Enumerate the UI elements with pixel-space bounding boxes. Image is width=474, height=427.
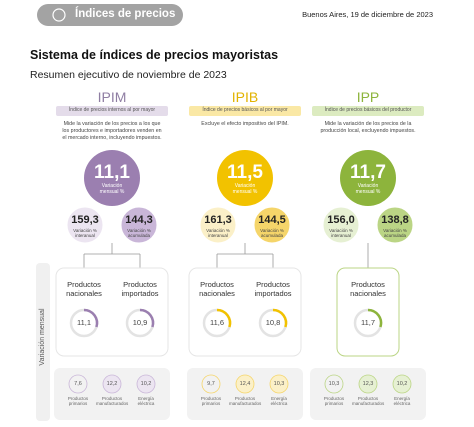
section-pill — [37, 4, 183, 26]
index-name: IPIM — [97, 89, 127, 105]
index-name: IPP — [356, 89, 380, 105]
breakdown-value: 12,4 — [239, 380, 251, 387]
index-description: Excluye el efecto impositivo del IPIM. — [201, 121, 289, 127]
small-value: 156,0 — [327, 214, 355, 226]
small-circle — [200, 207, 236, 243]
breakdown-label: Productos manufacturados — [96, 396, 129, 407]
date: Buenos Aires, 19 de diciembre de 2023 — [302, 10, 433, 19]
small-circle — [323, 207, 359, 243]
product-ring-arc — [139, 308, 155, 328]
small-circle — [67, 207, 103, 243]
breakdown-value: 7,6 — [74, 380, 82, 387]
monthly-circle — [84, 150, 140, 206]
breakdown-label: Energía eléctrica — [393, 396, 411, 407]
small-label: Variación % interanual — [206, 228, 230, 239]
monthly-circle — [217, 150, 273, 206]
index-description: Mide la variación de los precios a los q… — [62, 121, 162, 141]
small-value: 144,5 — [258, 214, 286, 226]
section-icon — [52, 8, 66, 22]
index-full-name: Índice de precios básicos del productor — [324, 106, 412, 113]
breakdown-label: Productos manufacturados — [352, 396, 385, 407]
product-ring-arc — [367, 308, 383, 328]
tag-box — [312, 106, 424, 116]
product-value: 11,7 — [360, 317, 376, 327]
title: Sistema de índices de precios mayoristas — [30, 48, 279, 62]
breakdown-circle — [269, 374, 289, 394]
small-circle — [254, 207, 290, 243]
product-label: Productos nacionales — [350, 280, 386, 298]
small-label: Variación % interanual — [329, 228, 353, 239]
product-label: Productos nacionales — [199, 280, 235, 298]
breakdown-circle — [358, 374, 378, 394]
section-title: Índices de precios — [75, 8, 176, 20]
side-band — [36, 263, 50, 421]
monthly-label: Variación mensual % — [355, 183, 381, 195]
monthly-circle — [340, 150, 396, 206]
small-label: Variación % interanual — [73, 228, 97, 239]
small-circle — [121, 207, 157, 243]
index-description: Mide la variación de los precios de la p… — [320, 121, 416, 134]
monthly-value: 11,7 — [350, 162, 386, 183]
breakdown-label: Productos primarios — [200, 396, 222, 407]
monthly-value: 11,1 — [94, 162, 130, 183]
tag-box — [56, 106, 168, 116]
index-full-name: Índice de precios básicos al por mayor — [202, 106, 288, 113]
index-name: IPIB — [231, 89, 259, 105]
breakdown-circle — [201, 374, 221, 394]
breakdown-label: Productos primarios — [67, 396, 89, 407]
small-label: Variación % acumulada — [383, 228, 407, 239]
product-value: 10,8 — [265, 317, 281, 327]
breakdown-circle — [324, 374, 344, 394]
index-full-name: Índice de precios internos al por mayor — [68, 106, 156, 113]
tag-box — [189, 106, 301, 116]
breakdown-value: 10,3 — [273, 380, 285, 387]
breakdown-circle — [235, 374, 255, 394]
product-label: Productos nacionales — [66, 280, 102, 298]
monthly-label: Variación mensual % — [99, 183, 125, 195]
product-ring-arc — [272, 308, 288, 328]
small-value: 138,8 — [381, 214, 409, 226]
breakdown-label: Productos primarios — [323, 396, 345, 407]
subtitle: Resumen ejecutivo de noviembre de 2023 — [30, 69, 227, 81]
small-value: 159,3 — [71, 214, 99, 226]
product-value: 11,1 — [76, 317, 92, 327]
monthly-value: 11,5 — [227, 162, 263, 183]
product-value: 11,6 — [209, 317, 225, 327]
breakdown-value: 10,2 — [140, 380, 152, 387]
breakdown-label: Energía eléctrica — [137, 396, 155, 407]
product-value: 10,9 — [132, 317, 148, 327]
breakdown-value: 10,2 — [396, 380, 408, 387]
breakdown-label: Productos manufacturados — [229, 396, 262, 407]
breakdown-circle — [136, 374, 156, 394]
breakdown-circle — [68, 374, 88, 394]
small-value: 144,3 — [125, 214, 153, 226]
small-label: Variación % acumulada — [127, 228, 151, 239]
side-label: Variación mensual — [38, 308, 46, 366]
product-ring-arc — [216, 308, 232, 328]
breakdown-circle — [102, 374, 122, 394]
breakdown-label: Energía eléctrica — [270, 396, 288, 407]
product-label: Productos importados — [254, 280, 292, 298]
breakdown-value: 9,7 — [207, 380, 215, 387]
breakdown-value: 10,3 — [328, 380, 340, 387]
breakdown-value: 12,2 — [106, 380, 118, 387]
small-label: Variación % acumulada — [260, 228, 284, 239]
small-value: 161,3 — [204, 214, 232, 226]
breakdown-circle — [392, 374, 412, 394]
small-circle — [377, 207, 413, 243]
monthly-label: Variación mensual % — [232, 183, 258, 195]
product-ring-arc — [83, 308, 99, 328]
breakdown-value: 12,3 — [362, 380, 374, 387]
product-label: Productos importados — [121, 280, 159, 298]
